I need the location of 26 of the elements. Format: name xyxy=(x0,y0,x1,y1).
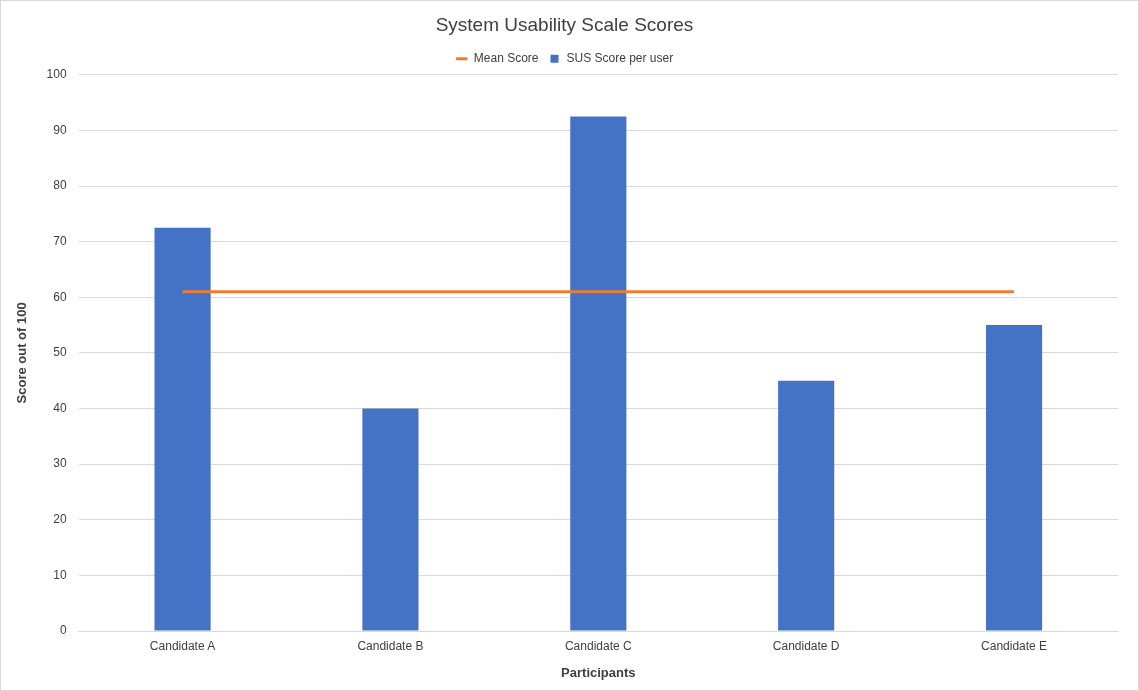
x-tick-label: Candidate B xyxy=(357,638,424,653)
bar xyxy=(570,116,627,631)
bar xyxy=(154,227,211,631)
x-tick-label: Candidate A xyxy=(149,638,216,653)
y-tick-label: 0 xyxy=(59,623,67,638)
bar xyxy=(986,325,1043,631)
y-tick-label: 70 xyxy=(53,233,67,248)
bar xyxy=(778,380,835,631)
x-tick-label: Candidate E xyxy=(981,638,1048,653)
y-axis-title: Score out of 100 xyxy=(14,302,30,404)
y-tick-label: 80 xyxy=(53,178,67,193)
y-tick-label: 40 xyxy=(53,400,67,415)
legend-label: Mean Score xyxy=(473,51,539,66)
y-tick-label: 100 xyxy=(46,67,67,82)
y-tick-label: 90 xyxy=(53,122,67,137)
legend-label: SUS Score per user xyxy=(566,51,674,66)
x-tick-label: Candidate D xyxy=(772,638,840,653)
bar xyxy=(362,408,419,631)
x-tick-label: Candidate C xyxy=(564,638,632,653)
y-tick-label: 30 xyxy=(53,456,67,471)
y-tick-label: 20 xyxy=(53,512,67,527)
y-tick-label: 50 xyxy=(53,345,67,360)
x-axis-title: Participants xyxy=(561,664,636,680)
y-tick-label: 60 xyxy=(53,289,67,304)
chart-title: System Usability Scale Scores xyxy=(435,13,694,35)
y-tick-label: 10 xyxy=(53,567,67,582)
